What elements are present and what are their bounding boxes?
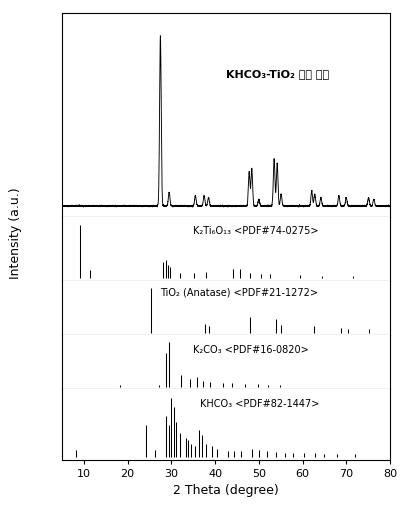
Text: K₂CO₃ <PDF#16-0820>: K₂CO₃ <PDF#16-0820> bbox=[193, 345, 309, 356]
Text: K₂Ti₆O₁₃ <PDF#74-0275>: K₂Ti₆O₁₃ <PDF#74-0275> bbox=[193, 226, 319, 236]
Text: KHCO₃-TiO₂ 혼합 분말: KHCO₃-TiO₂ 혼합 분말 bbox=[226, 69, 329, 79]
X-axis label: 2 Theta (degree): 2 Theta (degree) bbox=[173, 484, 279, 497]
Text: KHCO₃ <PDF#82-1447>: KHCO₃ <PDF#82-1447> bbox=[200, 399, 319, 408]
Text: TiO₂ (Anatase) <PDF#21-1272>: TiO₂ (Anatase) <PDF#21-1272> bbox=[160, 288, 318, 298]
Text: Intensity (a.u.): Intensity (a.u.) bbox=[10, 188, 22, 279]
